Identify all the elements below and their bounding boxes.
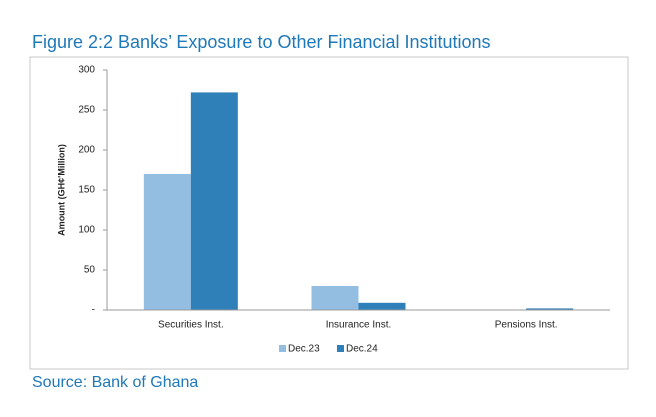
legend-swatch [279, 345, 286, 352]
y-tick-label: 150 [78, 185, 95, 196]
y-tick-label: 300 [78, 65, 95, 76]
y-tick-label: 50 [84, 265, 96, 276]
bar [144, 174, 191, 310]
chart-title: Figure 2:2 Banks’ Exposure to Other Fina… [32, 32, 491, 52]
x-tick-label: Insurance Inst. [326, 320, 392, 331]
bar [312, 286, 359, 310]
y-axis-label: Amount (GH¢'Million) [56, 144, 66, 236]
x-tick-label: Pensions Inst. [495, 320, 558, 331]
bar [191, 92, 238, 310]
y-tick-label: 250 [78, 105, 95, 116]
y-tick-label: 200 [78, 145, 95, 156]
legend-swatch [337, 345, 344, 352]
x-tick-label: Securities Inst. [158, 320, 224, 331]
legend-label: Dec.24 [346, 344, 378, 355]
source: Source: Bank of Ghana [32, 374, 198, 391]
y-tick-label: - [92, 305, 95, 316]
legend-label: Dec.23 [288, 344, 320, 355]
y-tick-label: 100 [78, 225, 95, 236]
bar [359, 303, 406, 310]
